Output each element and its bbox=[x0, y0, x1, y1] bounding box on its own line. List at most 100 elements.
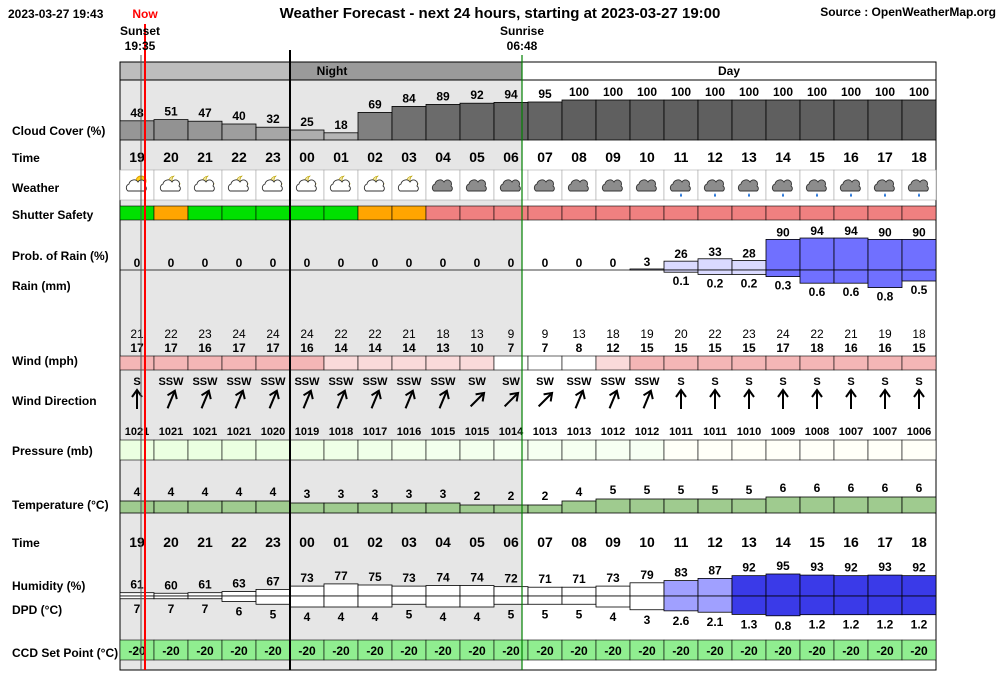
dpd-value: 5 bbox=[576, 607, 583, 621]
pressure-value: 1021 bbox=[125, 426, 149, 438]
prob-rain-value: 0 bbox=[542, 256, 549, 270]
wind-arrow-icon bbox=[404, 389, 416, 409]
wind-speed-value: 17 bbox=[130, 341, 144, 355]
temperature-bar bbox=[765, 496, 801, 514]
dpd-value: 3 bbox=[644, 613, 651, 627]
partly-cloudy-night-icon bbox=[323, 169, 359, 201]
wind-direction-label: SSW bbox=[226, 376, 252, 388]
cloud_cover-bar bbox=[901, 99, 937, 141]
temperature-value: 6 bbox=[814, 481, 821, 495]
wind-arrow-icon bbox=[537, 391, 554, 408]
wind-speed-value: 17 bbox=[232, 341, 246, 355]
cloud-icon bbox=[771, 179, 793, 192]
cloud_cover-bar bbox=[527, 101, 563, 141]
prob-rain-value: 0 bbox=[372, 256, 379, 270]
rain-bar bbox=[799, 269, 835, 284]
wind-arrow-icon bbox=[302, 389, 314, 409]
dpd-bar bbox=[833, 595, 869, 616]
rain-bar bbox=[833, 269, 869, 284]
temperature-value: 6 bbox=[780, 481, 787, 495]
cloudy-icon bbox=[425, 169, 461, 201]
humidity-bar bbox=[221, 591, 257, 597]
hour-label: 06 bbox=[503, 534, 519, 550]
dpd-bar bbox=[459, 595, 495, 608]
humidity-bar bbox=[391, 585, 427, 597]
dpd-bar bbox=[357, 595, 393, 608]
wind-direction-row: S SSW SSW SSW SSW SSW SSW SSW SSW SSW SW SW SW SSW SSW… bbox=[131, 376, 925, 409]
wind-arrow-shaft bbox=[166, 391, 176, 409]
pressure-value: 1008 bbox=[805, 426, 829, 438]
prob-rain-bar bbox=[663, 260, 699, 271]
cloud-icon bbox=[703, 179, 725, 192]
wind-arrow-shaft bbox=[469, 392, 485, 408]
cloud-icon bbox=[907, 179, 929, 192]
wind-speed-value: 13 bbox=[436, 341, 450, 355]
row-label-ccd: CCD Set Point (°C) bbox=[12, 646, 118, 660]
prob-rain-value: 0 bbox=[304, 256, 311, 270]
temperature-value: 5 bbox=[746, 483, 753, 497]
wind-direction-label: S bbox=[677, 376, 684, 388]
temperature-bar bbox=[357, 502, 393, 514]
hour-label: 12 bbox=[707, 149, 723, 165]
wind-direction-label: S bbox=[847, 376, 854, 388]
dpd-bar bbox=[323, 595, 359, 608]
pressure-cell bbox=[391, 439, 427, 461]
cloud-icon bbox=[669, 179, 691, 192]
temperature-bar bbox=[799, 496, 835, 514]
cloud-icon bbox=[227, 179, 249, 192]
dpd-value: 4 bbox=[304, 610, 311, 624]
hour-label: 03 bbox=[401, 149, 417, 165]
cloud-icon bbox=[737, 179, 759, 192]
shutter-cell-marginal bbox=[391, 205, 427, 221]
dpd-bar bbox=[663, 595, 699, 612]
hour-label: 23 bbox=[265, 534, 281, 550]
cloud_cover-value: 100 bbox=[603, 85, 623, 99]
row-label-humidity: Humidity (%) bbox=[12, 579, 85, 593]
row-label-dpd: DPD (°C) bbox=[12, 603, 62, 617]
wind-speed-value: 17 bbox=[266, 341, 280, 355]
humidity-value: 87 bbox=[708, 563, 722, 577]
temperature-bar bbox=[595, 498, 631, 514]
raindrop-icon bbox=[748, 193, 750, 197]
cloud_cover-bar bbox=[255, 126, 291, 141]
wind-direction-label: S bbox=[915, 376, 922, 388]
temperature-bar bbox=[527, 504, 563, 514]
wind-bar bbox=[255, 355, 291, 371]
humidity-bar bbox=[289, 585, 325, 597]
shutter-cell-unsafe bbox=[901, 205, 937, 221]
pressure-value: 1011 bbox=[669, 426, 693, 438]
wind-arrow-icon bbox=[845, 388, 857, 409]
shutter-cell-marginal bbox=[357, 205, 393, 221]
dpd-bar bbox=[561, 595, 597, 605]
rain-value: 0.5 bbox=[911, 283, 928, 297]
ccd-value: -20 bbox=[570, 644, 588, 658]
shutter-cell-unsafe bbox=[527, 205, 563, 221]
humidity-bar bbox=[119, 592, 155, 597]
wind-speed-value: 17 bbox=[776, 341, 790, 355]
wind-arrow-head bbox=[642, 389, 654, 400]
ccd-value: -20 bbox=[332, 644, 350, 658]
wind-gust-value: 13 bbox=[470, 327, 484, 341]
wind-direction-label: SSW bbox=[566, 376, 592, 388]
temperature-value: 6 bbox=[916, 481, 923, 495]
pressure-cell bbox=[799, 439, 835, 461]
wind-bar bbox=[357, 355, 393, 371]
dpd-bar bbox=[119, 595, 155, 600]
temperature-value: 4 bbox=[202, 485, 209, 499]
wind-arrow-head bbox=[370, 389, 382, 400]
shutter-cell-marginal bbox=[153, 205, 189, 221]
hour-label: 16 bbox=[843, 149, 859, 165]
hour-label: 22 bbox=[231, 534, 247, 550]
hour-label: 22 bbox=[231, 149, 247, 165]
pressure-value: 1012 bbox=[635, 426, 659, 438]
row-label-pressure: Pressure (mb) bbox=[12, 444, 93, 458]
humidity-bar bbox=[255, 589, 291, 597]
wind-bar bbox=[697, 355, 733, 371]
wind-bar bbox=[799, 355, 835, 371]
temperature-bar bbox=[459, 504, 495, 514]
humidity-bar bbox=[425, 585, 461, 597]
cloud_cover-bar bbox=[663, 99, 699, 141]
wind-arrow-shaft bbox=[537, 392, 553, 408]
shutter-cell-safe bbox=[221, 205, 257, 221]
